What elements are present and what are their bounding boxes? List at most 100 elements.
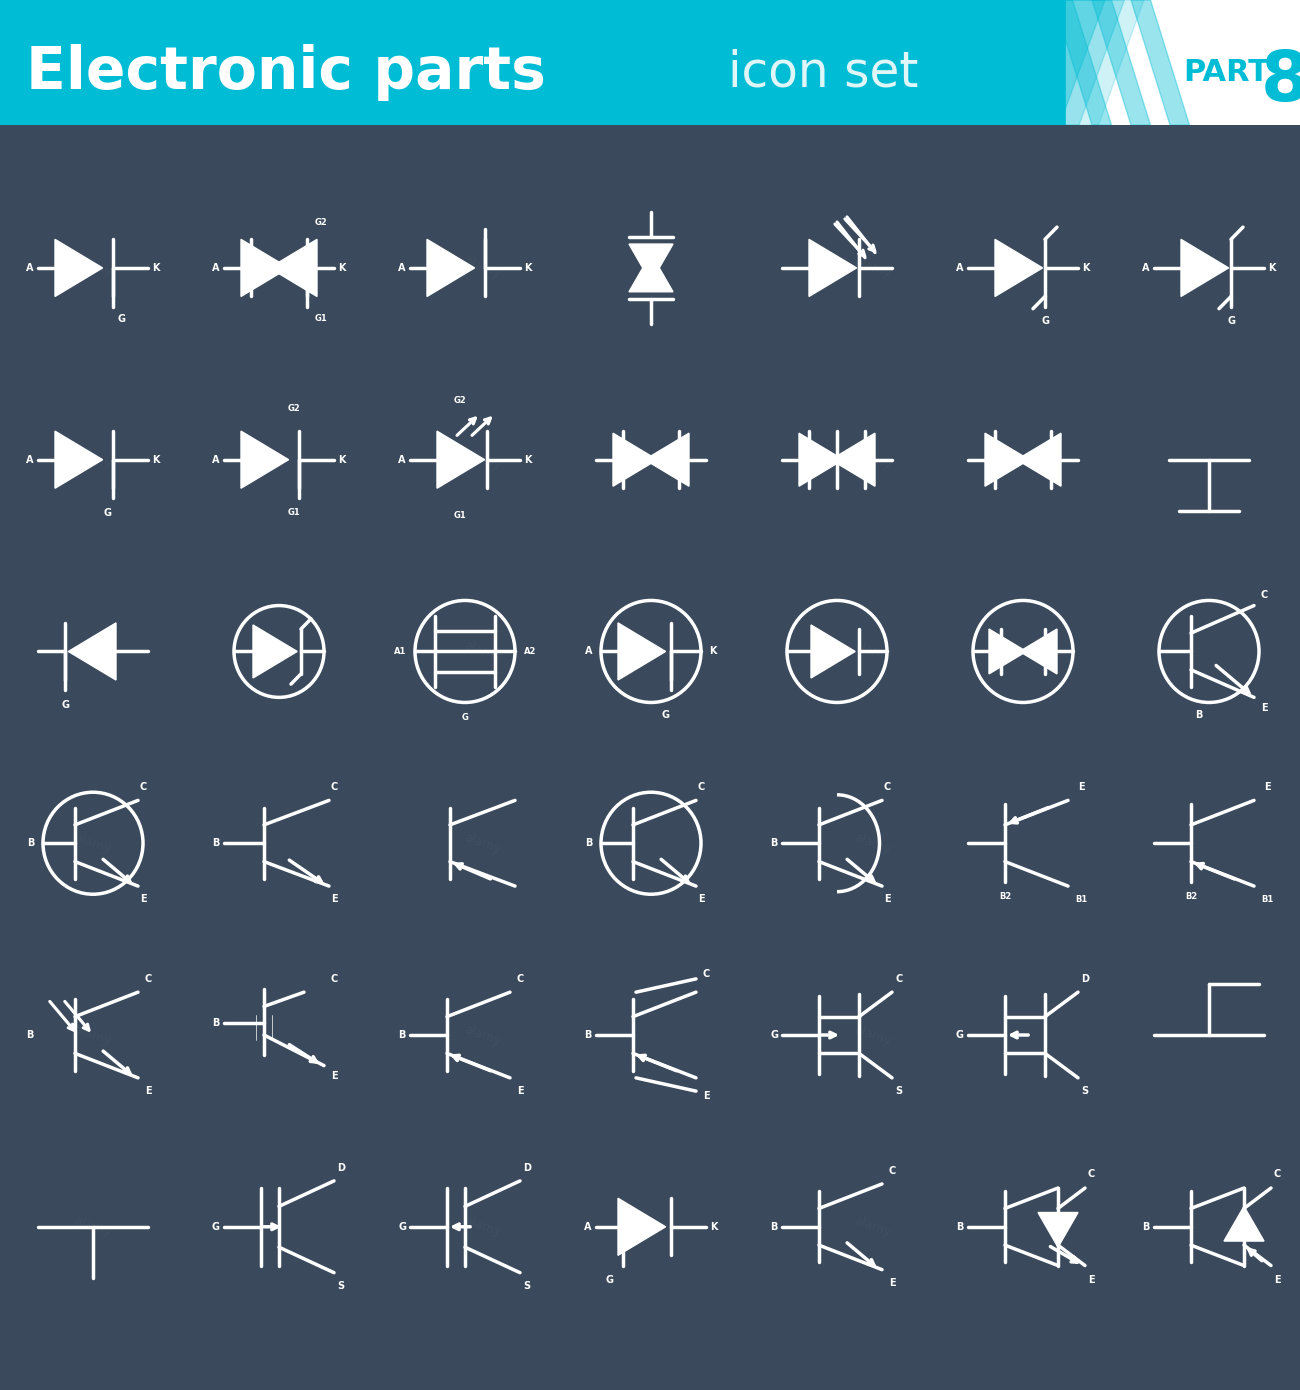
- Text: B: B: [212, 838, 220, 848]
- Polygon shape: [618, 1198, 666, 1255]
- Text: K: K: [710, 1222, 718, 1232]
- Polygon shape: [975, 0, 1124, 125]
- Text: K: K: [338, 455, 346, 464]
- Text: 8: 8: [1261, 47, 1300, 115]
- Text: G: G: [212, 1222, 220, 1232]
- Polygon shape: [1019, 630, 1057, 674]
- Text: B: B: [26, 1030, 34, 1040]
- Text: G: G: [770, 1030, 777, 1040]
- Text: C: C: [702, 969, 710, 979]
- Text: A: A: [26, 263, 34, 272]
- Text: C: C: [516, 974, 524, 984]
- Text: E: E: [1274, 1275, 1280, 1284]
- Text: alamy: alamy: [73, 256, 113, 281]
- Polygon shape: [989, 630, 1027, 674]
- Text: E: E: [1088, 1275, 1095, 1284]
- Text: B: B: [771, 1222, 777, 1232]
- Polygon shape: [618, 623, 666, 680]
- Text: alamy: alamy: [853, 1022, 893, 1048]
- Text: K: K: [338, 263, 346, 272]
- Text: K: K: [524, 263, 532, 272]
- Text: E: E: [330, 1070, 337, 1081]
- Polygon shape: [994, 239, 1043, 296]
- Text: PART: PART: [1183, 58, 1269, 88]
- Text: E: E: [1261, 702, 1268, 713]
- Text: G: G: [1227, 316, 1235, 327]
- Polygon shape: [811, 626, 855, 678]
- Polygon shape: [240, 431, 289, 488]
- Polygon shape: [426, 239, 474, 296]
- Polygon shape: [1017, 434, 1061, 486]
- Text: C: C: [896, 974, 902, 984]
- Text: E: E: [884, 894, 891, 905]
- Polygon shape: [645, 434, 689, 486]
- Text: C: C: [1087, 1169, 1095, 1179]
- Text: G1: G1: [287, 509, 300, 517]
- Polygon shape: [1037, 1212, 1078, 1247]
- Text: E: E: [703, 1091, 710, 1101]
- Text: G1: G1: [454, 512, 467, 520]
- Text: K: K: [710, 646, 716, 656]
- Text: A1: A1: [394, 646, 406, 656]
- Text: C: C: [139, 783, 147, 792]
- Text: B1: B1: [1075, 895, 1087, 904]
- Polygon shape: [800, 434, 844, 486]
- Text: G: G: [1041, 316, 1049, 327]
- Text: E: E: [516, 1086, 524, 1097]
- Text: C: C: [1261, 591, 1268, 600]
- Text: alamy: alamy: [853, 256, 893, 281]
- Polygon shape: [831, 434, 875, 486]
- Text: A: A: [212, 263, 220, 272]
- Text: E: E: [889, 1277, 896, 1289]
- Text: alamy: alamy: [853, 639, 893, 664]
- Polygon shape: [956, 0, 1105, 125]
- Text: alamy: alamy: [73, 1213, 113, 1240]
- Text: E: E: [1078, 783, 1084, 792]
- Text: B: B: [771, 838, 777, 848]
- Text: S: S: [896, 1086, 902, 1097]
- Text: G: G: [117, 314, 125, 324]
- Text: A: A: [957, 263, 963, 272]
- Text: C: C: [884, 783, 891, 792]
- Text: B: B: [1143, 1222, 1149, 1232]
- Polygon shape: [809, 239, 857, 296]
- Text: C: C: [888, 1166, 896, 1176]
- Text: D: D: [523, 1162, 530, 1173]
- Text: D: D: [1082, 974, 1089, 984]
- Text: icon set: icon set: [728, 49, 918, 96]
- Polygon shape: [1053, 0, 1112, 125]
- Text: alamy: alamy: [463, 1213, 503, 1240]
- Text: B: B: [27, 838, 35, 848]
- Text: C: C: [697, 783, 705, 792]
- Polygon shape: [994, 0, 1144, 125]
- Text: alamy: alamy: [463, 639, 503, 664]
- Text: G: G: [398, 1222, 406, 1232]
- Text: alamy: alamy: [463, 831, 503, 856]
- Text: K: K: [152, 263, 160, 272]
- Text: C: C: [330, 974, 338, 984]
- Polygon shape: [1225, 1207, 1264, 1241]
- Text: S: S: [1082, 1086, 1088, 1097]
- Text: K: K: [1269, 263, 1275, 272]
- Text: C: C: [1274, 1169, 1280, 1179]
- Text: B: B: [957, 1222, 963, 1232]
- Text: B: B: [585, 838, 593, 848]
- Text: B2: B2: [998, 892, 1011, 901]
- Text: alamy: alamy: [73, 639, 113, 664]
- Text: alamy: alamy: [463, 448, 503, 473]
- Text: B1: B1: [1261, 895, 1273, 904]
- Text: A: A: [584, 1222, 592, 1232]
- Text: B: B: [1195, 710, 1202, 720]
- Text: E: E: [139, 894, 147, 905]
- Text: B: B: [212, 1017, 220, 1027]
- Text: S: S: [524, 1282, 530, 1291]
- Text: E: E: [698, 894, 705, 905]
- Polygon shape: [269, 239, 317, 296]
- Polygon shape: [985, 434, 1030, 486]
- Text: G: G: [956, 1030, 965, 1040]
- Text: C: C: [330, 783, 338, 792]
- Text: B: B: [584, 1030, 592, 1040]
- Text: A: A: [398, 455, 406, 464]
- Text: E: E: [1264, 783, 1270, 792]
- Text: A2: A2: [524, 646, 536, 656]
